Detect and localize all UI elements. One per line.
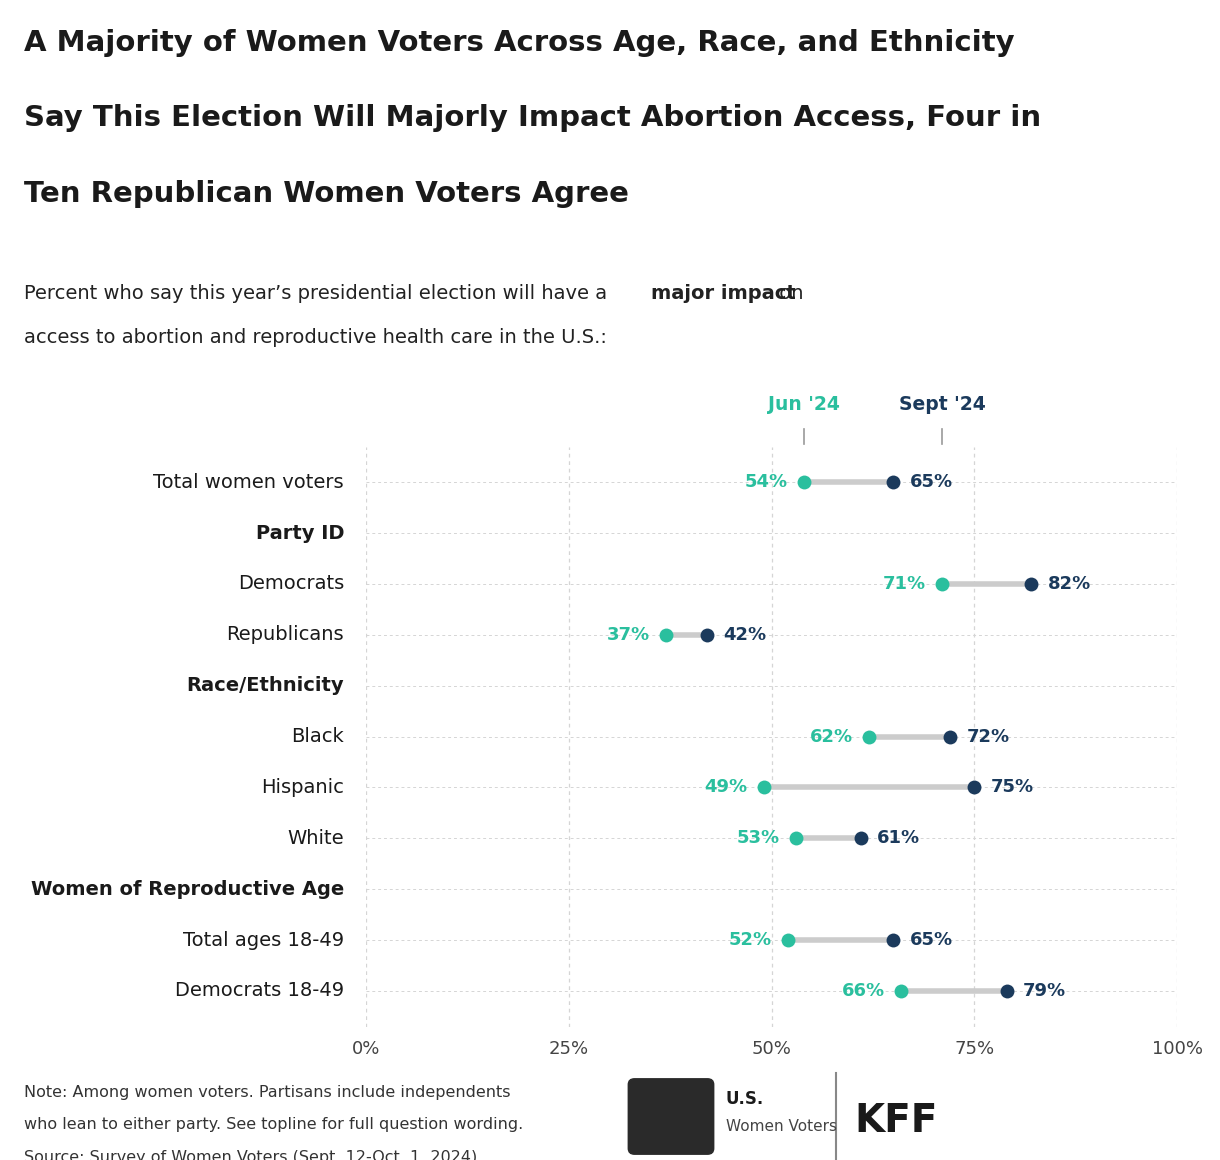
Text: Note: Among women voters. Partisans include independents: Note: Among women voters. Partisans incl…	[24, 1085, 511, 1100]
Text: 66%: 66%	[842, 983, 886, 1000]
Text: Say This Election Will Majorly Impact Abortion Access, Four in: Say This Election Will Majorly Impact Ab…	[24, 104, 1042, 132]
Point	[1021, 574, 1041, 593]
Text: who lean to either party. See topline for full question wording.: who lean to either party. See topline fo…	[24, 1117, 523, 1132]
Text: major impact: major impact	[651, 284, 795, 303]
Text: Source: Survey of Women Voters (Sept. 12-Oct. 1, 2024): Source: Survey of Women Voters (Sept. 12…	[24, 1150, 478, 1160]
Text: Women of Reproductive Age: Women of Reproductive Age	[30, 879, 344, 899]
Point	[883, 930, 903, 949]
Text: Democrats: Democrats	[238, 574, 344, 594]
Text: 79%: 79%	[1024, 983, 1066, 1000]
Point	[794, 473, 814, 492]
Text: 53%: 53%	[737, 829, 780, 847]
Point	[852, 829, 871, 848]
Text: 54%: 54%	[744, 473, 788, 491]
Text: A Majority of Women Voters Across Age, Race, and Ethnicity: A Majority of Women Voters Across Age, R…	[24, 29, 1015, 57]
Text: Black: Black	[292, 727, 344, 746]
Text: KFF: KFF	[854, 1102, 937, 1140]
Text: Percent who say this year’s presidential election will have a: Percent who say this year’s presidential…	[24, 284, 614, 303]
Text: 37%: 37%	[606, 626, 650, 644]
Text: 82%: 82%	[1048, 575, 1091, 593]
Text: 72%: 72%	[966, 727, 1009, 746]
Point	[697, 625, 716, 644]
Text: White: White	[288, 829, 344, 848]
Text: U.S.: U.S.	[726, 1090, 764, 1109]
Text: on: on	[772, 284, 803, 303]
Text: Race/Ethnicity: Race/Ethnicity	[187, 676, 344, 695]
Text: 71%: 71%	[883, 575, 926, 593]
Point	[778, 930, 798, 949]
Text: 52%: 52%	[728, 931, 772, 949]
Text: Hispanic: Hispanic	[261, 778, 344, 797]
Text: Ten Republican Women Voters Agree: Ten Republican Women Voters Agree	[24, 180, 630, 208]
Text: 61%: 61%	[877, 829, 920, 847]
Point	[859, 727, 878, 746]
Point	[883, 473, 903, 492]
Point	[656, 625, 676, 644]
Text: 62%: 62%	[810, 727, 853, 746]
Text: access to abortion and reproductive health care in the U.S.:: access to abortion and reproductive heal…	[24, 328, 608, 347]
Point	[754, 778, 773, 797]
Point	[932, 574, 952, 593]
Text: Jun '24: Jun '24	[769, 396, 841, 414]
Text: 65%: 65%	[910, 931, 953, 949]
Text: Women Voters: Women Voters	[726, 1119, 837, 1134]
Text: 75%: 75%	[991, 778, 1033, 797]
Text: Democrats 18-49: Democrats 18-49	[174, 981, 344, 1000]
Point	[997, 981, 1016, 1000]
Text: Total women voters: Total women voters	[154, 473, 344, 492]
Text: Sept '24: Sept '24	[899, 396, 986, 414]
Text: 42%: 42%	[723, 626, 766, 644]
Point	[941, 727, 960, 746]
Text: Party ID: Party ID	[255, 523, 344, 543]
Text: Republicans: Republicans	[227, 625, 344, 644]
Text: 65%: 65%	[910, 473, 953, 491]
Point	[965, 778, 985, 797]
Text: Total ages 18-49: Total ages 18-49	[183, 930, 344, 950]
Point	[786, 829, 805, 848]
Point	[892, 981, 911, 1000]
Text: 49%: 49%	[704, 778, 748, 797]
